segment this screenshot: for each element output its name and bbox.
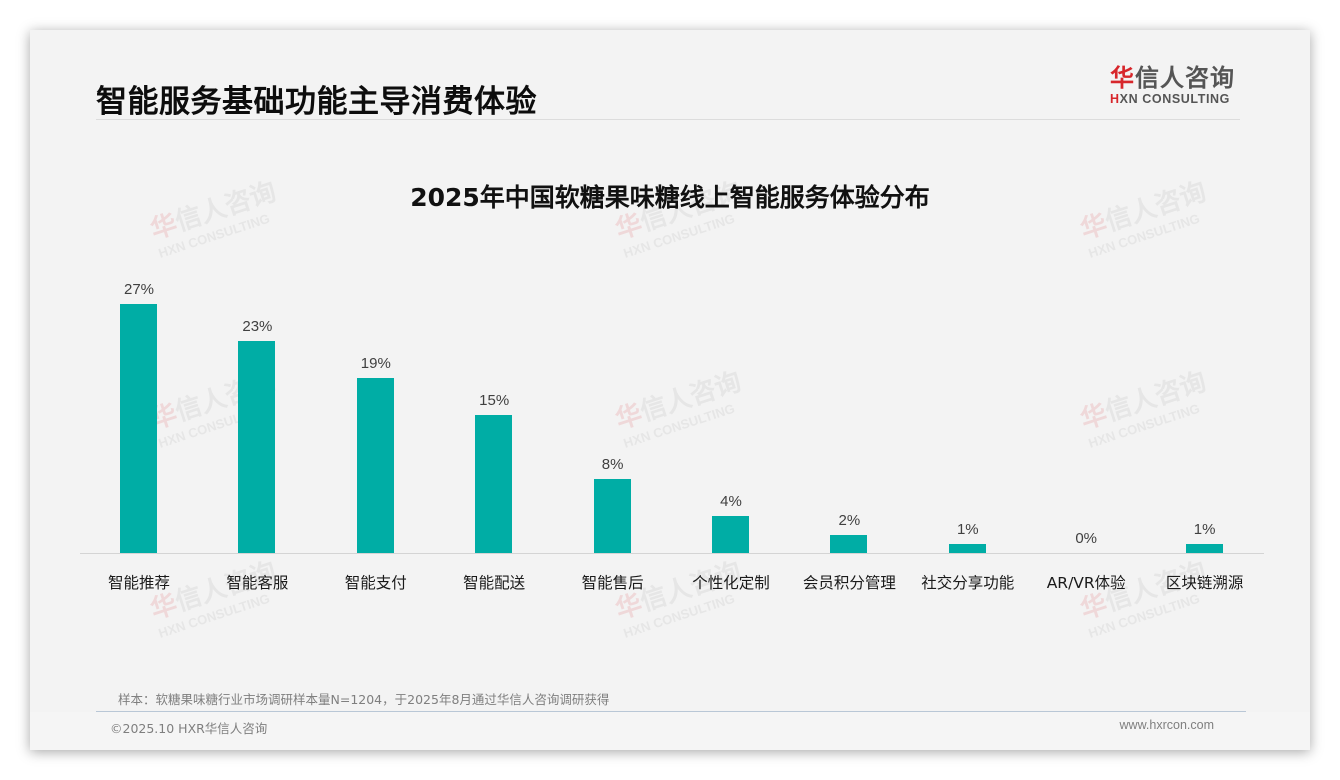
bar-group <box>554 479 672 553</box>
bar-value-label: 0% <box>1075 530 1098 547</box>
logo-cn: 华信人咨询 <box>1110 64 1242 92</box>
bar-group <box>909 543 1027 553</box>
bar <box>356 377 394 553</box>
bar-group <box>317 377 435 553</box>
category-label: 智能支付 <box>344 574 407 592</box>
page-title: 智能服务基础功能主导消费体验 <box>96 84 537 120</box>
bar-group <box>1146 543 1264 553</box>
category-label: 社交分享功能 <box>921 574 1015 592</box>
logo-cn-mark: 华 <box>1110 64 1135 92</box>
bar-value-label: 4% <box>720 493 742 511</box>
bar-group <box>672 516 790 553</box>
category-label: 区块链溯源 <box>1165 574 1244 592</box>
watermark: 华信人咨询 HXN CONSULTING <box>147 556 280 641</box>
category-label: 智能客服 <box>226 574 289 592</box>
category-label: AR/VR体验 <box>1046 574 1126 592</box>
bar <box>238 340 276 553</box>
bar <box>948 543 986 553</box>
bar-value-label: 8% <box>601 456 624 474</box>
company-logo: 华信人咨询 HXN CONSULTING <box>1110 64 1242 106</box>
website-link: www.hxrcon.com <box>1119 718 1214 732</box>
category-label: 个性化定制 <box>692 574 770 592</box>
watermark: 华信人咨询 HXN CONSULTING <box>612 556 745 641</box>
bar-value-label: 27% <box>123 281 155 298</box>
bar-value-label: 19% <box>360 354 391 372</box>
footer-divider <box>96 711 1246 712</box>
bar <box>830 534 868 553</box>
watermark: 华信人咨询 HXN CONSULTING <box>1077 556 1210 641</box>
copyright-text: ©2025.10 HXR华信人咨询 <box>110 721 268 736</box>
sample-footnote: 样本：软糖果味糖行业市场调研样本量N=1204，于2025年8月通过华信人咨询调… <box>118 692 610 707</box>
category-label: 智能售后 <box>581 574 644 592</box>
bar-value-label: 23% <box>242 317 273 335</box>
x-axis-line <box>80 553 1264 554</box>
bar-value-label: 15% <box>479 391 510 409</box>
logo-en-mark: H <box>1110 92 1120 106</box>
bar-value-label: 1% <box>1193 520 1216 538</box>
bar <box>475 414 513 553</box>
bar-value-label: 2% <box>838 511 861 529</box>
watermark: 华信人咨询 HXN CONSULTING <box>612 366 745 451</box>
bar-group <box>790 534 908 553</box>
watermark: 华信人咨询 HXN CONSULTING <box>1077 366 1210 451</box>
slide: 智能服务基础功能主导消费体验 华信人咨询 HXN CONSULTING 华信人咨… <box>30 30 1310 750</box>
chart-title: 2025年中国软糖果味糖线上智能服务体验分布 <box>410 183 930 212</box>
title-divider <box>96 119 1240 120</box>
logo-en: HXN CONSULTING <box>1110 92 1242 106</box>
bar <box>593 479 631 553</box>
bar-group <box>80 304 198 553</box>
bar <box>712 516 749 553</box>
bar <box>1185 543 1223 553</box>
logo-cn-text: 信人咨询 <box>1135 64 1235 92</box>
bar-group <box>435 414 553 553</box>
bar <box>120 304 157 553</box>
footer <box>30 712 1310 750</box>
category-label: 智能配送 <box>463 574 526 592</box>
category-label: 智能推荐 <box>107 574 170 592</box>
logo-en-text: XN CONSULTING <box>1119 92 1230 106</box>
bar-group <box>198 340 316 553</box>
category-label: 会员积分管理 <box>802 574 896 592</box>
bar-value-label: 1% <box>956 520 979 538</box>
